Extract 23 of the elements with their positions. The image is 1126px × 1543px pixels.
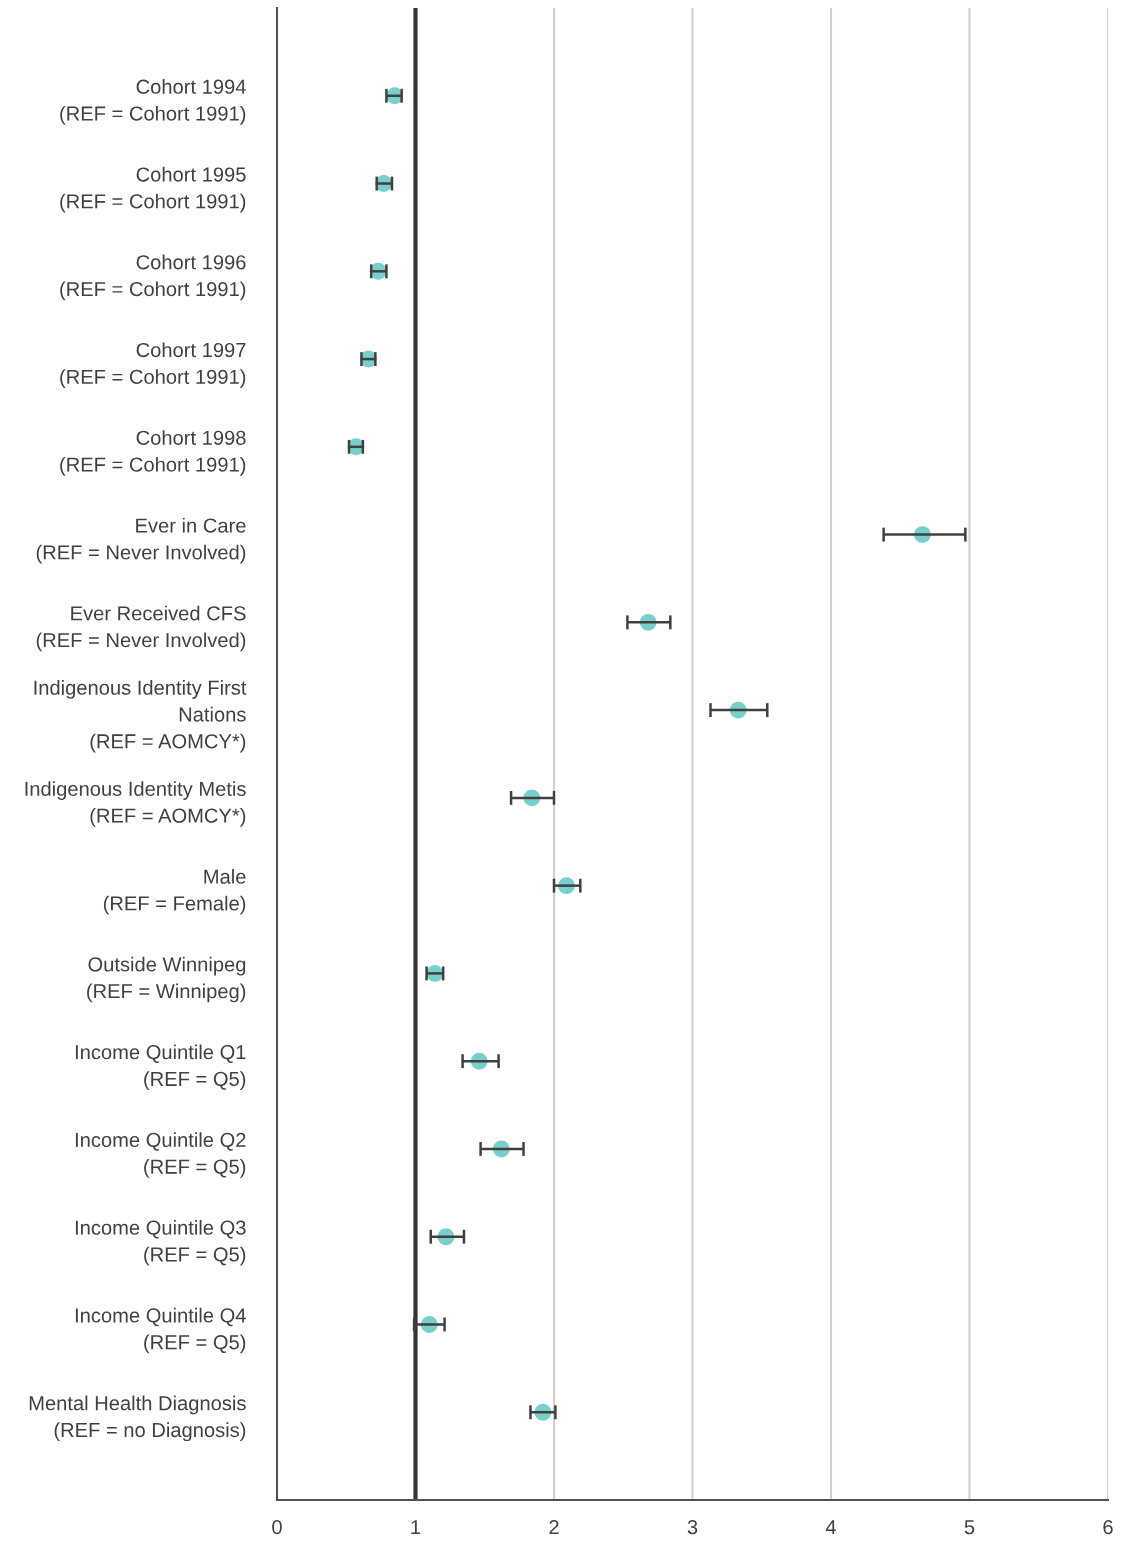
x-tick-label: 5 — [964, 1520, 975, 1535]
y-tick-label: Income Quintile Q4 (REF = Q5) — [75, 1307, 246, 1354]
y-tick-label: Cohort 1996 (REF = Cohort 1991) — [60, 254, 246, 301]
y-tick-label: Outside Winnipeg (REF = Winnipeg) — [87, 956, 246, 1003]
y-tick-label: Indigenous Identity First Nations (REF = AOMCY*) — [34, 680, 247, 753]
x-tick-label: 0 — [272, 1519, 282, 1535]
x-tick-label: 2 — [549, 1519, 559, 1535]
y-tick-label: Ever Received CFS (REF = Never Involved) — [36, 605, 246, 652]
y-tick-label: Indigenous Identity Metis (REF = AOMCY*) — [25, 781, 246, 827]
y-tick-label: Cohort 1998 (REF = Cohort 1991) — [60, 430, 246, 476]
y-tick-label: Ever in Care (REF = Never Involved) — [36, 517, 246, 564]
y-tick-label: Cohort 1995 (REF = Cohort 1991) — [60, 166, 246, 213]
y-tick-label: Mental Health Diagnosis (REF = no Diagnosis) — [29, 1395, 246, 1442]
x-tick-label: 4 — [825, 1520, 837, 1535]
x-tick-label: 6 — [1103, 1519, 1113, 1535]
x-tick-label: 3 — [687, 1519, 698, 1535]
y-tick-label: Income Quintile Q2 (REF = Q5) — [75, 1132, 246, 1178]
y-tick-label: Income Quintile Q1 (REF = Q5) — [75, 1044, 246, 1091]
x-tick-label: 1 — [411, 1520, 421, 1535]
y-tick-label: Income Quintile Q3 (REF = Q5) — [75, 1220, 246, 1266]
y-tick-label: Cohort 1994 (REF = Cohort 1991) — [60, 79, 246, 125]
y-tick-label: Male (REF = Female) — [103, 868, 246, 915]
y-tick-label: Cohort 1997 (REF = Cohort 1991) — [60, 342, 246, 388]
